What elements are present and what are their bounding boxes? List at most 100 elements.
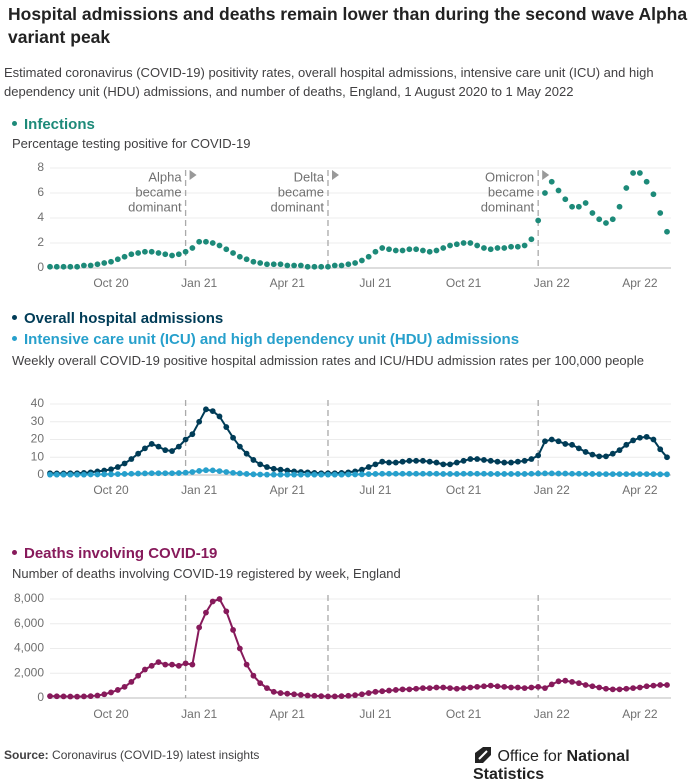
logo-bold: National Statistics (473, 748, 630, 782)
data-point (148, 248, 155, 255)
data-point (535, 470, 542, 477)
data-point (548, 436, 555, 443)
data-point (392, 459, 399, 466)
data-point (114, 464, 121, 470)
data-point (603, 471, 609, 478)
data-point (582, 200, 589, 206)
data-point (250, 471, 257, 478)
data-point (623, 185, 630, 191)
data-point (420, 685, 426, 691)
data-point (352, 260, 359, 266)
x-tick-label: Oct 21 (446, 483, 482, 497)
data-point (108, 258, 114, 265)
data-point (87, 693, 94, 700)
data-point (664, 454, 670, 461)
data-point (582, 682, 589, 688)
y-tick-label: 20 (31, 432, 45, 446)
data-point (67, 471, 74, 478)
data-point (420, 247, 426, 254)
data-point (311, 263, 318, 270)
data-point (47, 263, 53, 270)
data-point (345, 471, 352, 478)
data-point (277, 261, 284, 268)
data-point (87, 262, 94, 269)
data-point (406, 470, 413, 477)
data-point (596, 216, 603, 223)
data-point (297, 471, 304, 478)
data-point (101, 471, 108, 478)
data-point (114, 471, 121, 478)
data-point (94, 692, 101, 699)
data-point (270, 465, 277, 472)
data-point (297, 692, 304, 698)
data-point (616, 203, 623, 210)
data-point (453, 241, 460, 248)
x-tick-label: Jan 22 (534, 707, 570, 721)
data-point (474, 470, 481, 477)
data-point (521, 471, 528, 477)
data-point (643, 683, 650, 690)
annotation-arrow (189, 170, 197, 180)
data-point (589, 683, 596, 690)
data-point (250, 672, 257, 679)
data-point (230, 434, 236, 441)
data-point (616, 686, 623, 693)
y-tick-label: 4,000 (14, 641, 44, 655)
data-point (650, 436, 657, 443)
data-point (562, 441, 569, 447)
data-point (528, 456, 535, 462)
data-point (453, 685, 460, 692)
data-point (433, 459, 440, 466)
data-point (474, 456, 481, 462)
data-point (508, 684, 514, 691)
data-point (101, 691, 108, 698)
data-point (623, 441, 630, 448)
data-point (175, 443, 182, 450)
y-tick-label: 2 (37, 235, 44, 249)
data-point (575, 203, 582, 210)
x-tick-label: Jul 21 (359, 276, 391, 290)
data-point (108, 471, 114, 478)
data-point (142, 666, 148, 673)
data-point (413, 246, 420, 253)
data-point (650, 191, 657, 198)
data-point (325, 693, 331, 700)
data-point (270, 471, 277, 478)
data-point (60, 693, 67, 700)
data-point (311, 471, 318, 478)
data-point (264, 685, 270, 691)
data-point (460, 685, 467, 691)
x-tick-label: Apr 21 (270, 707, 306, 721)
data-point (514, 684, 521, 691)
data-point (203, 406, 209, 413)
data-point (291, 262, 297, 269)
data-point (277, 466, 284, 473)
data-point (501, 471, 508, 477)
data-point (420, 457, 426, 464)
data-point (664, 682, 670, 688)
annotation-text: dominant (271, 199, 325, 214)
data-point (175, 251, 182, 258)
data-point (216, 242, 223, 249)
x-tick-label: Apr 22 (622, 483, 658, 497)
data-point (325, 263, 331, 270)
data-point (460, 240, 467, 246)
data-point (399, 470, 406, 477)
data-point (514, 458, 521, 465)
data-point (555, 678, 562, 685)
data-point (636, 471, 643, 478)
data-point (623, 471, 630, 478)
data-point (236, 443, 243, 450)
data-point (223, 608, 230, 615)
data-point (135, 250, 142, 256)
data-point (562, 470, 569, 477)
data-point (304, 263, 311, 270)
data-point (514, 243, 521, 250)
data-point (257, 260, 264, 266)
data-point (643, 471, 650, 478)
x-tick-label: Apr 21 (270, 483, 306, 497)
legend-dot (12, 315, 17, 321)
x-tick-label: Apr 22 (622, 276, 658, 290)
data-point (352, 471, 359, 478)
data-point (311, 692, 318, 699)
